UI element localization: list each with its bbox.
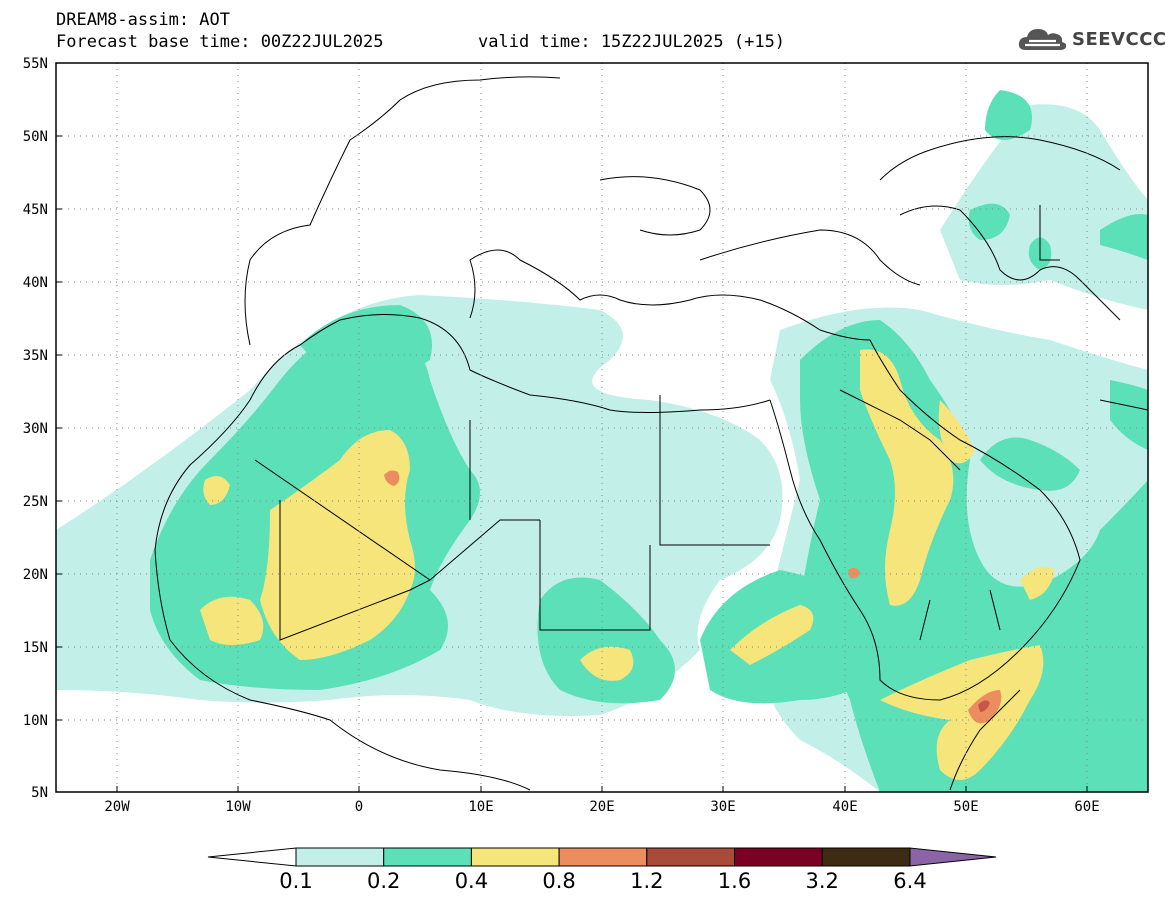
lat-label: 25N bbox=[22, 494, 48, 510]
lat-label: 40N bbox=[22, 275, 48, 291]
lon-label: 30E bbox=[710, 799, 736, 815]
lon-label: 40E bbox=[832, 799, 858, 815]
aot-band-1p2 bbox=[978, 700, 990, 712]
colorbar-label: 1.6 bbox=[717, 869, 752, 893]
colorbar-swatch-6 bbox=[734, 847, 823, 867]
colorbar-label: 0.8 bbox=[542, 869, 576, 893]
lon-label: 60E bbox=[1074, 799, 1100, 815]
lat-label: 50N bbox=[22, 129, 48, 145]
colorbar-swatch-2 bbox=[383, 847, 472, 867]
colorbar-swatch-1 bbox=[295, 847, 385, 867]
lat-label: 20N bbox=[22, 567, 48, 583]
lat-label: 45N bbox=[22, 202, 48, 218]
colorbar-label: 3.2 bbox=[805, 869, 839, 893]
colorbar-label: 0.4 bbox=[454, 869, 489, 893]
logo-text: SEEVCCC bbox=[1072, 28, 1165, 50]
colorbar-swatch-3 bbox=[470, 847, 560, 867]
coastlines bbox=[154, 76, 1148, 791]
colorbar-swatch-7 bbox=[821, 847, 911, 867]
colorbar-label: 0.1 bbox=[279, 869, 313, 893]
lon-label: 20E bbox=[589, 799, 615, 815]
axis-ticks bbox=[56, 135, 1088, 792]
colorbar-swatch-5 bbox=[646, 847, 735, 867]
valid-time: valid time: 15Z22JUL2025 (+15) bbox=[478, 32, 786, 52]
colorbar-swatch-4 bbox=[558, 847, 648, 867]
lon-label: 10W bbox=[225, 799, 251, 815]
product-title: DREAM8-assim: AOT bbox=[56, 10, 230, 30]
colorbar-over-arrow bbox=[909, 847, 997, 867]
lat-label: 30N bbox=[22, 421, 48, 437]
lon-label: 0 bbox=[354, 799, 364, 815]
forecast-base-time: Forecast base time: 00Z22JUL2025 bbox=[56, 32, 384, 52]
lon-label: 20W bbox=[104, 799, 130, 815]
lat-label: 55N bbox=[22, 56, 48, 72]
aot-field bbox=[56, 63, 1148, 792]
colorbar-label: 6.4 bbox=[893, 869, 927, 893]
colorbar-label: 1.2 bbox=[630, 869, 664, 893]
lat-label: 5N bbox=[31, 785, 48, 801]
seevccc-logo: SEEVCCC bbox=[1016, 22, 1165, 56]
graticule bbox=[56, 63, 1148, 792]
lon-label: 50E bbox=[953, 799, 979, 815]
lat-label: 15N bbox=[22, 640, 48, 656]
colorbar-label: 0.2 bbox=[366, 869, 401, 893]
cloud-icon bbox=[1018, 29, 1067, 50]
lon-label: 10E bbox=[468, 799, 494, 815]
colorbar bbox=[207, 847, 997, 867]
lat-label: 35N bbox=[22, 348, 48, 364]
lat-label: 10N bbox=[22, 713, 48, 729]
colorbar-under-arrow bbox=[207, 847, 297, 867]
